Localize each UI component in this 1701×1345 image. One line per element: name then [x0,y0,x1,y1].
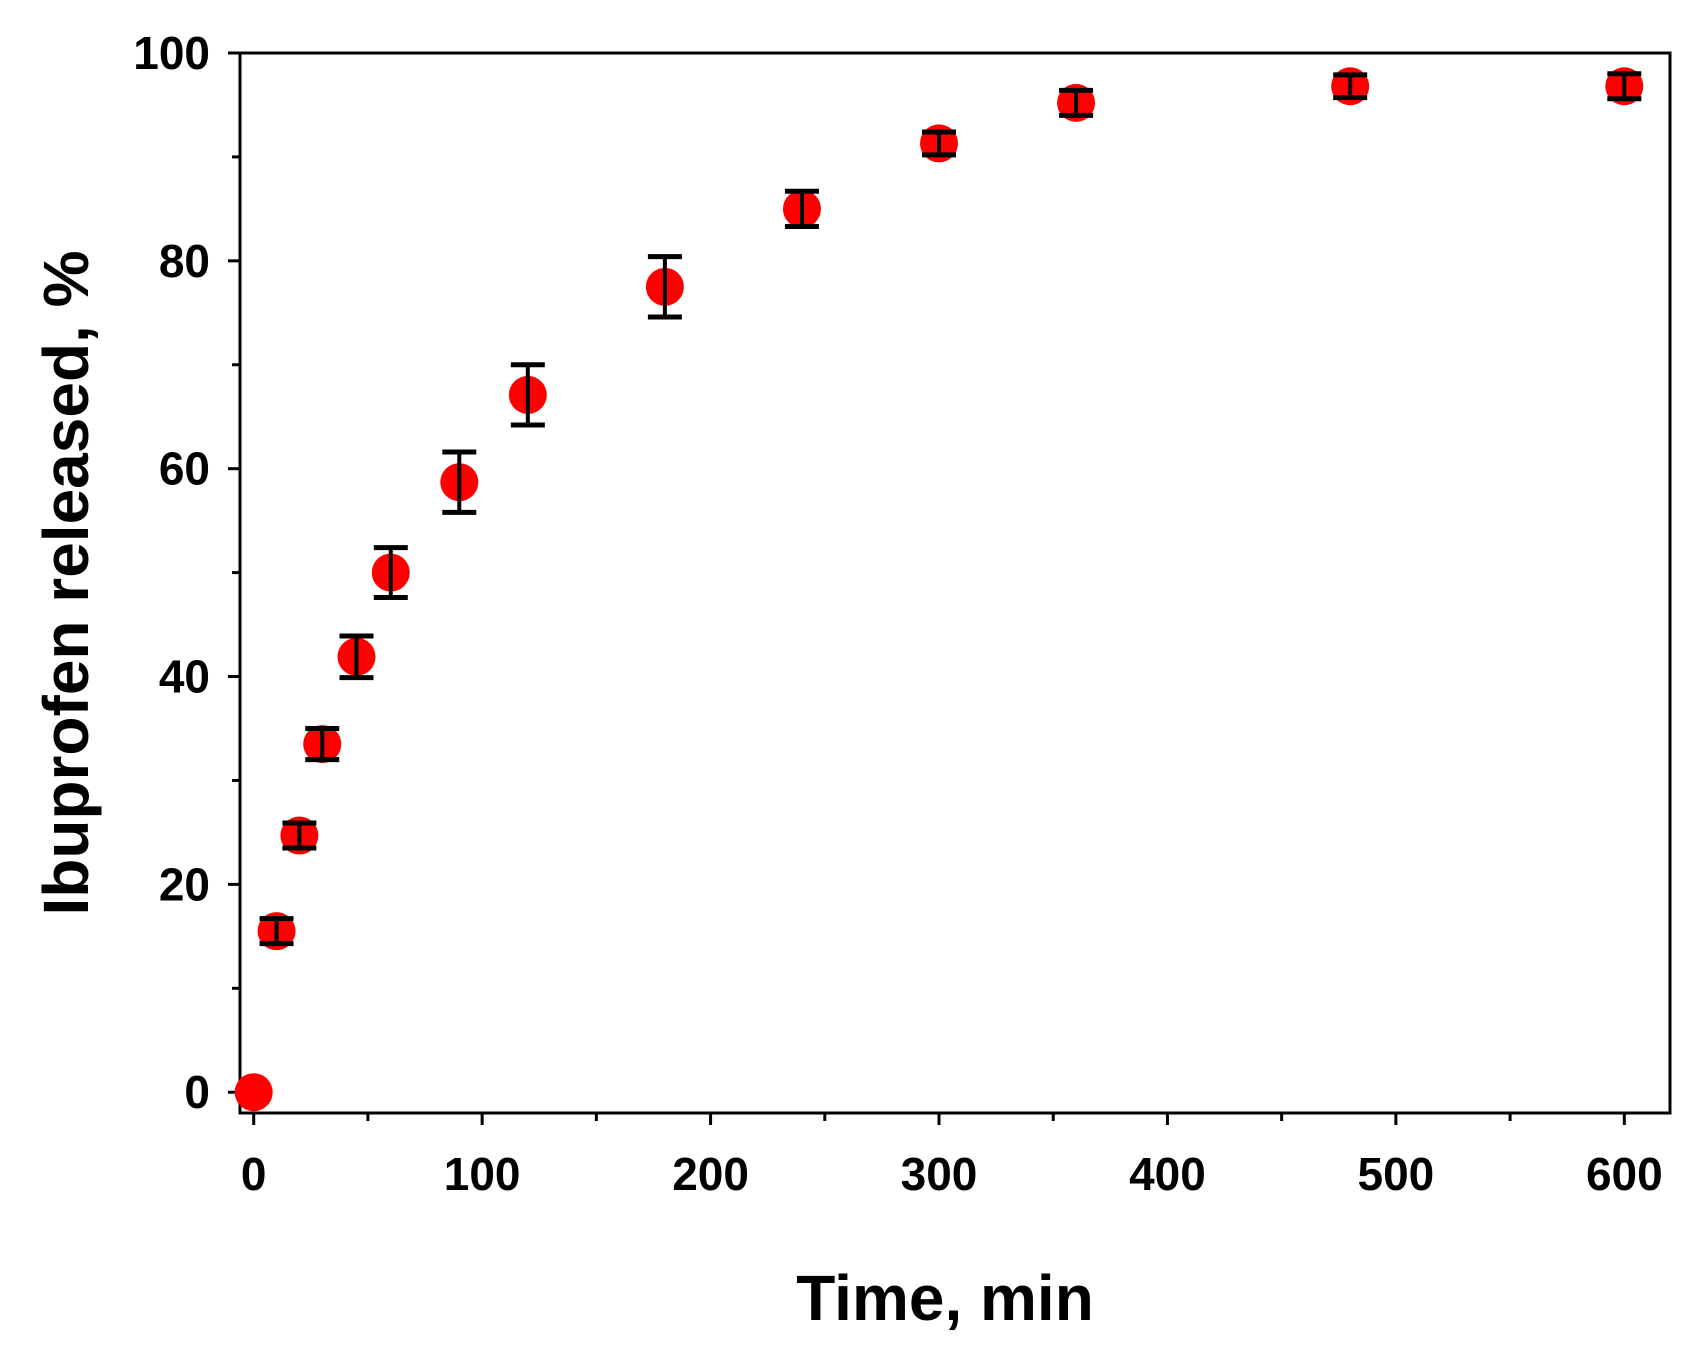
data-point [303,725,342,764]
x-tick-label: 200 [672,1148,749,1200]
x-tick-label: 100 [444,1148,521,1200]
x-tick-label: 600 [1586,1148,1663,1200]
x-axis-title: Time, min [796,1262,1094,1334]
data-point [1605,67,1644,106]
axis-tick-labels: 0 100 200 300 400 500 600 0 20 40 60 80 100 [133,27,1662,1200]
plot-frame [238,51,1672,1115]
data-marker [234,1073,273,1112]
data-point [337,633,376,681]
x-tick-label: 400 [1129,1148,1206,1200]
y-tick-label: 0 [184,1066,210,1118]
data-point [280,816,319,855]
axis-ticks [228,51,1626,1125]
data-point [234,1073,273,1112]
data-point [508,362,547,428]
data-point [1057,83,1096,122]
x-tick-label: 0 [241,1148,267,1200]
x-tick-label: 300 [901,1148,978,1200]
data-points [234,67,1644,1112]
data-point [1331,67,1370,106]
data-point [920,124,959,163]
data-point [782,188,821,230]
data-point [371,545,410,601]
y-axis-title: Ibuprofen released, % [30,250,102,915]
y-tick-label: 80 [159,235,210,287]
x-tick-label: 500 [1358,1148,1435,1200]
y-tick-label: 60 [159,443,210,495]
data-point [257,912,296,951]
data-point [440,449,479,515]
y-tick-label: 100 [133,27,210,79]
y-tick-label: 20 [159,858,210,910]
y-tick-label: 40 [159,651,210,703]
data-point [645,254,684,320]
